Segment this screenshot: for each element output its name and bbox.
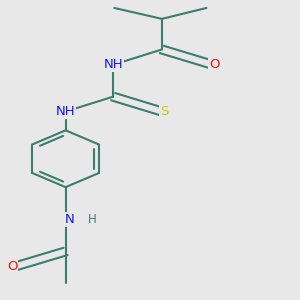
Text: O: O: [209, 58, 220, 71]
Text: S: S: [160, 105, 169, 118]
Text: NH: NH: [103, 58, 123, 71]
Text: NH: NH: [56, 105, 75, 118]
Text: N: N: [64, 213, 74, 226]
Text: H: H: [88, 213, 97, 226]
Text: O: O: [7, 260, 17, 273]
